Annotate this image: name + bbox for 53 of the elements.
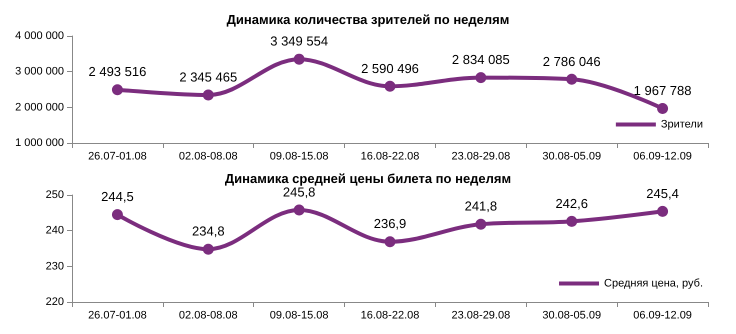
point (475, 218, 486, 230)
point (566, 216, 578, 227)
point (202, 244, 214, 255)
data-label: 234,8 (192, 224, 225, 239)
x-tick-label: 16.08-22.08 (360, 150, 420, 162)
x-tick-label: 23.08-29.08 (452, 150, 510, 162)
chart-title: Динамика средней цены билета по неделям (224, 171, 512, 186)
y-tick-label: 2 000 000 (15, 101, 64, 114)
data-label: 2 834 085 (452, 52, 510, 68)
y-tick-label: 1 000 000 (15, 137, 64, 149)
y-tick-label: 230 (46, 260, 64, 272)
x-tick-label: 06.09-12.09 (633, 150, 692, 162)
point (384, 236, 396, 248)
y-tick-label: 240 (46, 224, 64, 237)
x-tick-label: 02.08-08.08 (178, 150, 238, 162)
data-label: 244,5 (101, 189, 134, 204)
point (112, 209, 123, 220)
data-label: 2 590 496 (361, 60, 419, 76)
x-tick-label: 09.08-15.08 (270, 310, 328, 322)
x-tick-label: 02.08-08.08 (178, 310, 238, 322)
x-tick-label: 06.09-12.09 (633, 310, 692, 322)
data-label: 1 967 788 (634, 82, 692, 98)
point (294, 54, 305, 65)
x-tick-label: 16.08-22.08 (360, 310, 420, 322)
point (657, 102, 668, 114)
y-tick-label: 3 000 000 (15, 66, 64, 78)
data-label: 2 493 516 (88, 64, 146, 80)
point (475, 72, 486, 84)
point (566, 74, 578, 85)
chart-title: Динамика количества зрителей по неделям (226, 12, 510, 27)
x-tick-label: 09.08-15.08 (270, 150, 328, 162)
x-tick-label: 23.08-29.08 (452, 310, 510, 322)
data-label: 236,9 (374, 216, 406, 232)
x-tick-label: 26.07-01.08 (88, 150, 147, 162)
point (384, 80, 396, 92)
data-label: 2 786 046 (542, 54, 601, 69)
y-tick-label: 250 (46, 189, 64, 201)
x-tick-label: 30.08-05.09 (542, 150, 602, 162)
point (294, 204, 305, 216)
point (202, 90, 214, 101)
legend-label: Средняя цена, руб. (604, 278, 704, 290)
y-tick-label: 4 000 000 (15, 30, 64, 42)
y-tick-label: 220 (46, 296, 64, 308)
data-label: 245,4 (646, 186, 679, 201)
legend-label: Зрители (660, 118, 704, 130)
x-tick-label: 26.07-01.08 (88, 310, 147, 322)
x-tick-label: 30.08-05.09 (542, 310, 602, 322)
data-label: 242,6 (555, 196, 588, 211)
data-label: 2 345 465 (179, 70, 238, 85)
data-label: 3 349 554 (270, 34, 328, 49)
point (657, 206, 668, 217)
data-label: 241,8 (464, 198, 498, 214)
point (112, 84, 123, 96)
